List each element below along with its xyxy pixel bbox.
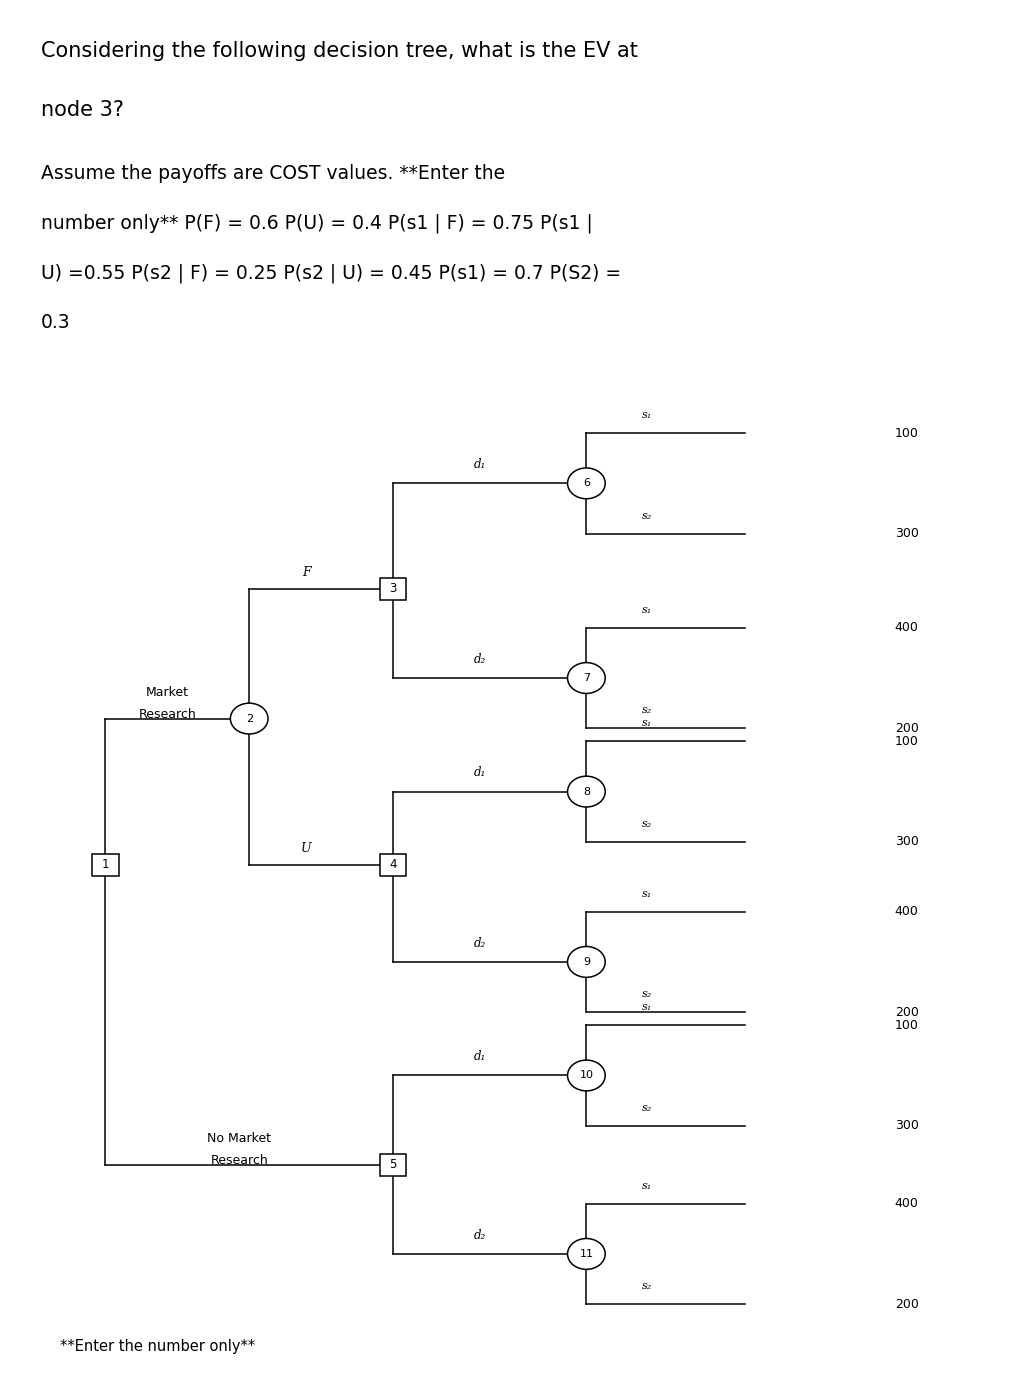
Circle shape xyxy=(567,946,605,978)
Text: 400: 400 xyxy=(895,1197,919,1209)
Text: s₁: s₁ xyxy=(642,718,652,728)
Text: 400: 400 xyxy=(895,906,919,918)
Text: s₁: s₁ xyxy=(642,889,652,899)
Text: 300: 300 xyxy=(895,527,919,540)
Text: ↻: ↻ xyxy=(364,358,382,379)
Text: d₂: d₂ xyxy=(474,936,486,950)
Text: 7: 7 xyxy=(583,673,590,682)
Text: d₂: d₂ xyxy=(474,653,486,666)
Circle shape xyxy=(567,663,605,694)
Text: 3: 3 xyxy=(389,583,396,595)
Text: **Enter the number only**: **Enter the number only** xyxy=(59,1340,255,1354)
Text: Research: Research xyxy=(138,707,197,721)
Text: 200: 200 xyxy=(895,1298,919,1311)
Text: U) =0.55 P(s2 | F) = 0.25 P(s2 | U) = 0.45 P(s1) = 0.7 P(S2) =: U) =0.55 P(s2 | F) = 0.25 P(s2 | U) = 0.… xyxy=(41,264,622,283)
Text: s₁: s₁ xyxy=(642,605,652,614)
Text: d₁: d₁ xyxy=(474,1050,486,1064)
Text: number only** P(F) = 0.6 P(U) = 0.4 P(s1 | F) = 0.75 P(s1 |: number only** P(F) = 0.6 P(U) = 0.4 P(s1… xyxy=(41,214,593,233)
Text: 10: 10 xyxy=(580,1071,593,1080)
Text: node 3?: node 3? xyxy=(41,100,124,121)
Text: Considering the following decision tree, what is the EV at: Considering the following decision tree,… xyxy=(41,40,638,61)
Text: U: U xyxy=(301,842,311,854)
Text: F: F xyxy=(302,566,310,578)
FancyBboxPatch shape xyxy=(380,1154,407,1176)
Text: Market: Market xyxy=(145,687,188,699)
Text: 0.3: 0.3 xyxy=(41,313,71,333)
Circle shape xyxy=(230,703,268,734)
Text: s₂: s₂ xyxy=(642,1282,652,1291)
Text: s₂: s₂ xyxy=(642,818,652,829)
Text: 100: 100 xyxy=(895,735,919,748)
Text: 6: 6 xyxy=(583,479,590,488)
FancyBboxPatch shape xyxy=(380,578,407,599)
Text: 11: 11 xyxy=(580,1248,593,1259)
Text: 4: 4 xyxy=(389,859,396,871)
Text: s₁: s₁ xyxy=(642,1003,652,1013)
Text: d₁: d₁ xyxy=(474,767,486,779)
Text: 400: 400 xyxy=(895,621,919,634)
Text: Research: Research xyxy=(210,1154,268,1166)
Circle shape xyxy=(567,1060,605,1092)
Text: 9: 9 xyxy=(583,957,590,967)
Text: s₂: s₂ xyxy=(642,989,652,999)
Circle shape xyxy=(567,777,605,807)
Text: 1: 1 xyxy=(101,859,110,871)
Text: s₂: s₂ xyxy=(642,1103,652,1112)
Text: 200: 200 xyxy=(895,1006,919,1018)
Text: 100: 100 xyxy=(895,1018,919,1032)
FancyBboxPatch shape xyxy=(92,853,119,875)
Text: 5: 5 xyxy=(389,1158,396,1171)
Text: Assume the payoffs are COST values. **Enter the: Assume the payoffs are COST values. **En… xyxy=(41,164,505,183)
Text: d₂: d₂ xyxy=(474,1229,486,1241)
FancyBboxPatch shape xyxy=(380,853,407,875)
Text: No Market: No Market xyxy=(207,1132,271,1146)
Text: 2: 2 xyxy=(246,713,253,724)
Text: 100: 100 xyxy=(895,427,919,440)
Text: ↺: ↺ xyxy=(307,358,326,379)
Text: 200: 200 xyxy=(895,721,919,735)
Text: 300: 300 xyxy=(895,1119,919,1132)
Circle shape xyxy=(567,1239,605,1269)
Text: d₁: d₁ xyxy=(474,458,486,472)
Text: s₁: s₁ xyxy=(642,1180,652,1190)
Text: 8: 8 xyxy=(583,786,590,796)
Text: s₁: s₁ xyxy=(642,411,652,420)
Text: s₂: s₂ xyxy=(642,510,652,520)
Text: s₂: s₂ xyxy=(642,706,652,716)
Circle shape xyxy=(567,467,605,499)
Text: 300: 300 xyxy=(895,835,919,849)
